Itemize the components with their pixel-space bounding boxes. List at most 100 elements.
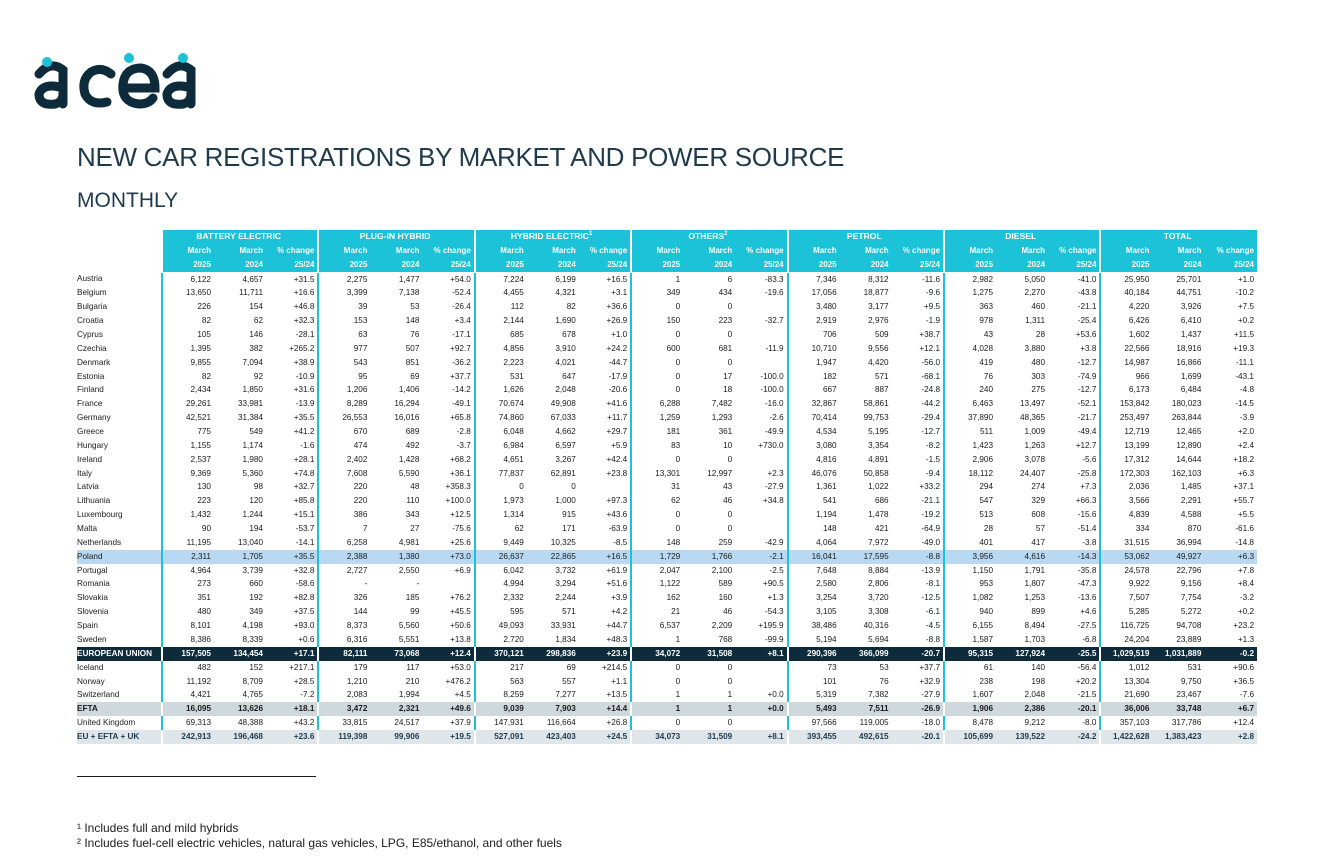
value-cell: 1 <box>630 632 684 647</box>
value-cell: 44,751 <box>1176 288 1202 298</box>
value-cell: +19.5 <box>422 729 475 744</box>
value-cell: 0 <box>630 674 684 689</box>
table-row: Slovakia 351 192 +82.8 326 185 +76.2 2,332 2,244… <box>77 591 1257 606</box>
value-cell <box>422 577 474 591</box>
country-cell: Slovenia <box>77 607 109 617</box>
value-cell: 1,383,423 <box>1152 729 1205 744</box>
value-cell: 5,360 <box>242 468 264 478</box>
value-cell: 10,325 <box>550 537 576 547</box>
value-cell: 7,511 <box>839 702 892 717</box>
value-cell: 1,275 <box>943 286 997 301</box>
column-header: March <box>839 243 892 258</box>
value-cell: 423,403 <box>526 729 579 744</box>
value-cell: 2,720 <box>473 632 527 647</box>
value-cell: +23.8 <box>606 468 628 478</box>
value-cell: -3.7 <box>456 440 471 450</box>
value-cell: 1,807 <box>1024 579 1046 589</box>
column-header: 25/24 <box>1048 257 1101 273</box>
value-cell: 1,029,519 <box>1100 646 1153 661</box>
value-cell: 589 <box>718 579 733 589</box>
value-cell: +8.1 <box>735 646 788 661</box>
value-cell: +53.6 <box>1075 330 1097 340</box>
value-cell: 3,254 <box>786 591 840 606</box>
value-cell: 6,199 <box>555 274 576 284</box>
value-cell: +13.8 <box>450 634 471 644</box>
value-cell: 686 <box>874 496 889 506</box>
value-cell: +3.9 <box>611 593 628 603</box>
value-cell: +12.4 <box>1233 718 1254 728</box>
value-cell: 1,703 <box>1024 634 1046 644</box>
value-cell: 120 <box>249 496 263 506</box>
column-header: March <box>996 243 1049 258</box>
value-cell: 226 <box>161 300 214 315</box>
group-header-row: BATTERY ELECTRIC PLUG-IN HYBRID HYBRID ELE… <box>77 230 1257 244</box>
value-cell: 28 <box>943 522 997 536</box>
column-header: 2024 <box>370 257 423 273</box>
value-cell: 34,073 <box>631 729 684 744</box>
group-header-footnote-mark: 2 <box>724 231 728 238</box>
value-cell: -6.1 <box>925 607 941 617</box>
value-cell: 223 <box>161 494 214 509</box>
value-cell: 5,050 <box>1024 274 1046 284</box>
value-cell: 24,407 <box>1019 468 1046 478</box>
value-cell: 5,551 <box>398 634 420 644</box>
value-cell: 3,566 <box>1099 494 1153 509</box>
column-header: 25/24 <box>735 257 788 273</box>
value-cell: 192 <box>249 593 263 603</box>
value-cell: 74,860 <box>473 411 527 426</box>
value-cell: +5.9 <box>611 440 628 450</box>
column-header: March <box>683 243 736 258</box>
value-cell: 363 <box>943 300 997 315</box>
column-header: 2025 <box>161 257 214 273</box>
value-cell: 492 <box>405 440 420 450</box>
value-cell: -19.2 <box>921 510 941 520</box>
value-cell: 317,786 <box>1171 718 1202 728</box>
value-cell: 4,455 <box>473 286 527 301</box>
value-cell: +36.6 <box>606 302 628 312</box>
value-cell: +26.8 <box>606 718 628 728</box>
value-cell: 152 <box>249 662 263 672</box>
value-cell: 11,195 <box>161 535 214 550</box>
value-cell: 171 <box>562 524 576 534</box>
value-cell: 146 <box>249 330 263 340</box>
value-cell: -11.6 <box>921 274 941 284</box>
country-cell: Norway <box>77 676 105 686</box>
country-cell: Italy <box>77 468 93 478</box>
value-cell: 185 <box>405 593 420 603</box>
value-cell: 82 <box>161 369 214 384</box>
value-cell: 62 <box>473 522 527 536</box>
value-cell: 8,312 <box>868 274 889 284</box>
country-cell: Poland <box>77 549 162 564</box>
value-cell: 0 <box>630 716 684 730</box>
country-cell: Finland <box>77 385 104 395</box>
column-header: 2025 <box>943 257 997 273</box>
value-cell: 8,339 <box>242 634 264 644</box>
value-cell: 1,395 <box>161 341 214 356</box>
value-cell: 70,414 <box>786 411 840 426</box>
value-cell: -49.4 <box>1077 427 1097 437</box>
value-cell: 401 <box>943 535 997 550</box>
value-cell: +48.3 <box>606 634 628 644</box>
value-cell: 139,522 <box>996 729 1049 744</box>
value-cell: 1,210 <box>317 674 371 689</box>
table-row: Romania 273 660 -58.6- -4,994 3,294 +51.6 1,122… <box>77 577 1257 592</box>
value-cell: 382 <box>249 343 263 353</box>
country-cell: Romania <box>77 579 110 589</box>
value-cell: 10 <box>723 440 733 450</box>
value-cell: 571 <box>874 371 889 381</box>
value-cell: +12.5 <box>450 510 471 520</box>
value-cell: +28.1 <box>293 454 315 464</box>
group-header: BATTERY ELECTRIC <box>160 230 319 244</box>
value-cell: 1,022 <box>868 482 889 492</box>
value-cell: +16.6 <box>293 288 315 298</box>
value-cell: -20.7 <box>891 646 945 661</box>
value-cell: 2,311 <box>161 549 214 564</box>
value-cell: 2,047 <box>630 563 684 578</box>
value-cell: 48 <box>410 482 420 492</box>
value-cell: 3,472 <box>318 702 371 717</box>
value-cell: 6 <box>727 274 733 284</box>
value-cell: +32.8 <box>293 565 315 575</box>
value-cell <box>735 453 787 467</box>
value-cell: -49.0 <box>921 537 941 547</box>
column-header: % change <box>1048 243 1101 258</box>
